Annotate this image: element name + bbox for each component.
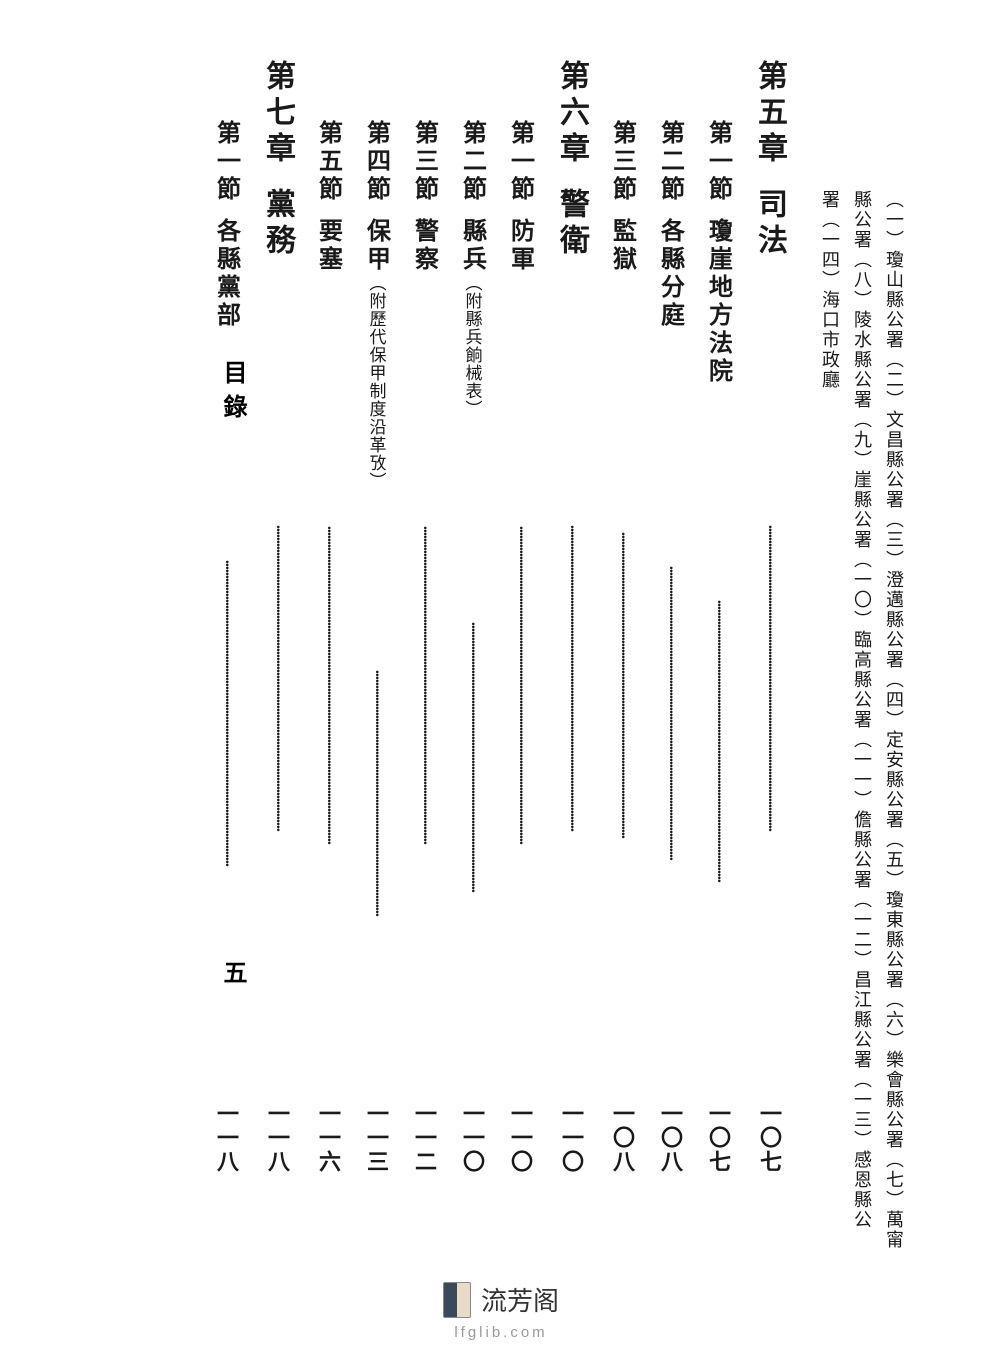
- entry-page: 一一〇: [555, 1095, 587, 1180]
- entry-title: 司法: [747, 188, 791, 260]
- entry-page: 一〇八: [606, 1095, 638, 1180]
- entry-label: 第一節: [701, 120, 736, 204]
- footer-watermark: 流芳阁 lfglib.com: [0, 1281, 1002, 1341]
- entry-page: 一〇七: [702, 1095, 734, 1180]
- entry-label: 第二節: [455, 120, 490, 204]
- entry-title: 各縣黨部: [209, 218, 244, 330]
- entry-page: 一一八: [210, 1095, 242, 1180]
- toc-entry-ch6-s5: 第五節 要塞 ∙∙∙∙∙∙∙∙∙∙∙∙∙∙∙∙∙∙∙∙∙∙∙∙∙∙∙∙∙∙∙∙∙…: [306, 60, 350, 1180]
- margin-label-mulu: 目錄: [215, 360, 250, 428]
- note-line-1: （一）瓊山縣公署（二）文昌縣公署（三）澄邁縣公署（四）定安縣公署（五）瓊東縣公署…: [881, 190, 907, 1250]
- entry-page: 一一二: [408, 1095, 440, 1180]
- note-column-3: 署（一四）海口市政廳: [816, 60, 844, 1180]
- entry-page: 一一三: [360, 1095, 392, 1180]
- entry-label: 第四節: [359, 120, 394, 204]
- toc-entry-ch7-s1: 第一節 各縣黨部 ∙∙∙∙∙∙∙∙∙∙∙∙∙∙∙∙∙∙∙∙∙∙∙∙∙∙∙∙∙∙∙…: [204, 60, 248, 1180]
- entry-title: 縣兵: [455, 218, 490, 274]
- note-line-2: 縣公署（八）陵水縣公署（九）崖縣公署（一〇）臨高縣公署（一一）儋縣公署（一二）昌…: [849, 190, 875, 1230]
- entry-title: 防軍: [503, 218, 538, 274]
- entry-title: 保甲: [359, 218, 394, 274]
- note-line-3: 署（一四）海口市政廳: [817, 190, 843, 390]
- entry-title: 要塞: [311, 218, 346, 274]
- leader-dots: ∙∙∙∙∙∙∙∙∙∙∙∙∙∙∙∙∙∙∙∙∙∙∙∙∙∙∙∙∙∙∙∙∙∙∙∙∙∙∙∙…: [463, 418, 481, 1095]
- toc-entry-ch6-s3: 第三節 警察 ∙∙∙∙∙∙∙∙∙∙∙∙∙∙∙∙∙∙∙∙∙∙∙∙∙∙∙∙∙∙∙∙∙…: [402, 60, 446, 1180]
- leader-dots: ∙∙∙∙∙∙∙∙∙∙∙∙∙∙∙∙∙∙∙∙∙∙∙∙∙∙∙∙∙∙∙∙∙∙∙∙∙∙∙∙…: [613, 274, 631, 1095]
- note-column-2: 縣公署（八）陵水縣公署（九）崖縣公署（一〇）臨高縣公署（一一）儋縣公署（一二）昌…: [848, 60, 876, 1180]
- toc-entry-ch6: 第六章 警衛 ∙∙∙∙∙∙∙∙∙∙∙∙∙∙∙∙∙∙∙∙∙∙∙∙∙∙∙∙∙∙∙∙∙…: [546, 60, 596, 1180]
- entry-label: 第三節: [407, 120, 442, 204]
- note-column-1: （一）瓊山縣公署（二）文昌縣公署（三）澄邁縣公署（四）定安縣公署（五）瓊東縣公署…: [880, 60, 908, 1180]
- toc-entry-ch7: 第七章 黨務 ∙∙∙∙∙∙∙∙∙∙∙∙∙∙∙∙∙∙∙∙∙∙∙∙∙∙∙∙∙∙∙∙∙…: [252, 60, 302, 1180]
- toc-entry-ch5-s1: 第一節 瓊崖地方法院 ∙∙∙∙∙∙∙∙∙∙∙∙∙∙∙∙∙∙∙∙∙∙∙∙∙∙∙∙∙…: [696, 60, 740, 1180]
- entry-title: 各縣分庭: [653, 218, 688, 330]
- entry-page: 一一〇: [504, 1095, 536, 1180]
- leader-dots: ∙∙∙∙∙∙∙∙∙∙∙∙∙∙∙∙∙∙∙∙∙∙∙∙∙∙∙∙∙∙∙∙∙∙∙∙∙∙∙∙…: [319, 274, 337, 1095]
- entry-title: 警察: [407, 218, 442, 274]
- entry-page: 一一〇: [456, 1095, 488, 1180]
- entry-label: 第五節: [311, 120, 346, 204]
- leader-dots: ∙∙∙∙∙∙∙∙∙∙∙∙∙∙∙∙∙∙∙∙∙∙∙∙∙∙∙∙∙∙∙∙∙∙∙∙∙∙∙∙…: [511, 274, 529, 1095]
- leader-dots: ∙∙∙∙∙∙∙∙∙∙∙∙∙∙∙∙∙∙∙∙∙∙∙∙∙∙∙∙∙∙∙∙∙∙∙∙∙∙∙∙…: [562, 260, 580, 1095]
- entry-label: 第六章: [549, 60, 593, 168]
- entry-title: 瓊崖地方法院: [701, 218, 736, 386]
- entry-label: 第一節: [209, 120, 244, 204]
- toc-entry-ch5-s3: 第三節 監獄 ∙∙∙∙∙∙∙∙∙∙∙∙∙∙∙∙∙∙∙∙∙∙∙∙∙∙∙∙∙∙∙∙∙…: [600, 60, 644, 1180]
- toc-entry-ch5-s2: 第二節 各縣分庭 ∙∙∙∙∙∙∙∙∙∙∙∙∙∙∙∙∙∙∙∙∙∙∙∙∙∙∙∙∙∙∙…: [648, 60, 692, 1180]
- entry-label: 第一節: [503, 120, 538, 204]
- leader-dots: ∙∙∙∙∙∙∙∙∙∙∙∙∙∙∙∙∙∙∙∙∙∙∙∙∙∙∙∙∙∙∙∙∙∙∙∙∙∙∙∙…: [415, 274, 433, 1095]
- entry-page: 一〇七: [753, 1095, 785, 1180]
- entry-title: 監獄: [605, 218, 640, 274]
- toc-entry-ch6-s1: 第一節 防軍 ∙∙∙∙∙∙∙∙∙∙∙∙∙∙∙∙∙∙∙∙∙∙∙∙∙∙∙∙∙∙∙∙∙…: [498, 60, 542, 1180]
- footer-main: 流芳阁: [443, 1281, 559, 1318]
- page-content: （一）瓊山縣公署（二）文昌縣公署（三）澄邁縣公署（四）定安縣公署（五）瓊東縣公署…: [90, 60, 910, 1240]
- entry-page: 一一六: [312, 1095, 344, 1180]
- margin-label-page-number: 五: [215, 960, 250, 994]
- entry-label: 第七章: [255, 60, 299, 168]
- entry-label: 第三節: [605, 120, 640, 204]
- footer-url: lfglib.com: [454, 1324, 547, 1341]
- entry-page: 一一八: [261, 1095, 293, 1180]
- entry-paren: （附歷代保甲制度沿革攷）: [364, 274, 389, 490]
- entry-label: 第五章: [747, 60, 791, 168]
- entry-label: 第二節: [653, 120, 688, 204]
- entry-title: 警衛: [549, 188, 593, 260]
- toc-entry-ch6-s4: 第四節 保甲 （附歷代保甲制度沿革攷） ∙∙∙∙∙∙∙∙∙∙∙∙∙∙∙∙∙∙∙∙…: [354, 60, 398, 1180]
- toc-entry-ch5: 第五章 司法 ∙∙∙∙∙∙∙∙∙∙∙∙∙∙∙∙∙∙∙∙∙∙∙∙∙∙∙∙∙∙∙∙∙…: [744, 60, 794, 1180]
- leader-dots: ∙∙∙∙∙∙∙∙∙∙∙∙∙∙∙∙∙∙∙∙∙∙∙∙∙∙∙∙∙∙∙∙∙∙∙∙∙∙∙∙…: [268, 260, 286, 1095]
- entry-page: 一〇八: [654, 1095, 686, 1180]
- toc-entry-ch6-s2: 第二節 縣兵 （附縣兵餉械表） ∙∙∙∙∙∙∙∙∙∙∙∙∙∙∙∙∙∙∙∙∙∙∙∙…: [450, 60, 494, 1180]
- footer-site-name: 流芳阁: [481, 1281, 559, 1318]
- entry-paren: （附縣兵餉械表）: [460, 274, 485, 418]
- entry-title: 黨務: [255, 188, 299, 260]
- leader-dots: ∙∙∙∙∙∙∙∙∙∙∙∙∙∙∙∙∙∙∙∙∙∙∙∙∙∙∙∙∙∙∙∙∙∙∙∙∙∙∙∙…: [367, 490, 385, 1095]
- leader-dots: ∙∙∙∙∙∙∙∙∙∙∙∙∙∙∙∙∙∙∙∙∙∙∙∙∙∙∙∙∙∙∙∙∙∙∙∙∙∙∙∙…: [661, 330, 679, 1095]
- footer-logo-icon: [443, 1282, 471, 1318]
- leader-dots: ∙∙∙∙∙∙∙∙∙∙∙∙∙∙∙∙∙∙∙∙∙∙∙∙∙∙∙∙∙∙∙∙∙∙∙∙∙∙∙∙…: [709, 386, 727, 1095]
- leader-dots: ∙∙∙∙∙∙∙∙∙∙∙∙∙∙∙∙∙∙∙∙∙∙∙∙∙∙∙∙∙∙∙∙∙∙∙∙∙∙∙∙…: [760, 260, 778, 1095]
